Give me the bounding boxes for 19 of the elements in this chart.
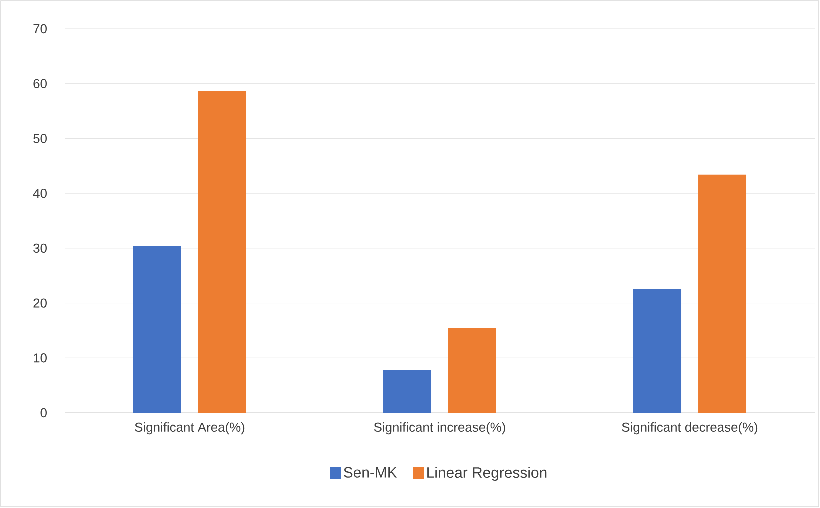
bar bbox=[448, 328, 497, 413]
bar bbox=[198, 90, 247, 413]
legend-label: Sen-MK bbox=[344, 467, 398, 478]
bar bbox=[634, 289, 682, 413]
legend-label: Linear Regression bbox=[428, 467, 547, 482]
bar bbox=[384, 370, 432, 413]
bar bbox=[698, 174, 747, 413]
y-tick-label: 40 bbox=[33, 188, 47, 198]
bar bbox=[134, 246, 182, 413]
x-tick-label: Significant decrease(%) bbox=[622, 422, 758, 435]
y-tick-label: 30 bbox=[34, 244, 47, 254]
y-tick-label: 20 bbox=[34, 298, 47, 308]
y-tick-label: 0 bbox=[40, 408, 47, 418]
y-tick-label: 10 bbox=[34, 354, 47, 363]
x-tick-label: Significant Area(%) bbox=[135, 422, 245, 435]
y-tick-label: 60 bbox=[34, 79, 47, 88]
x-tick-label: Significant increase(%) bbox=[374, 422, 506, 435]
y-tick-label: 70 bbox=[34, 24, 47, 34]
y-tick-label: 50 bbox=[34, 134, 47, 144]
